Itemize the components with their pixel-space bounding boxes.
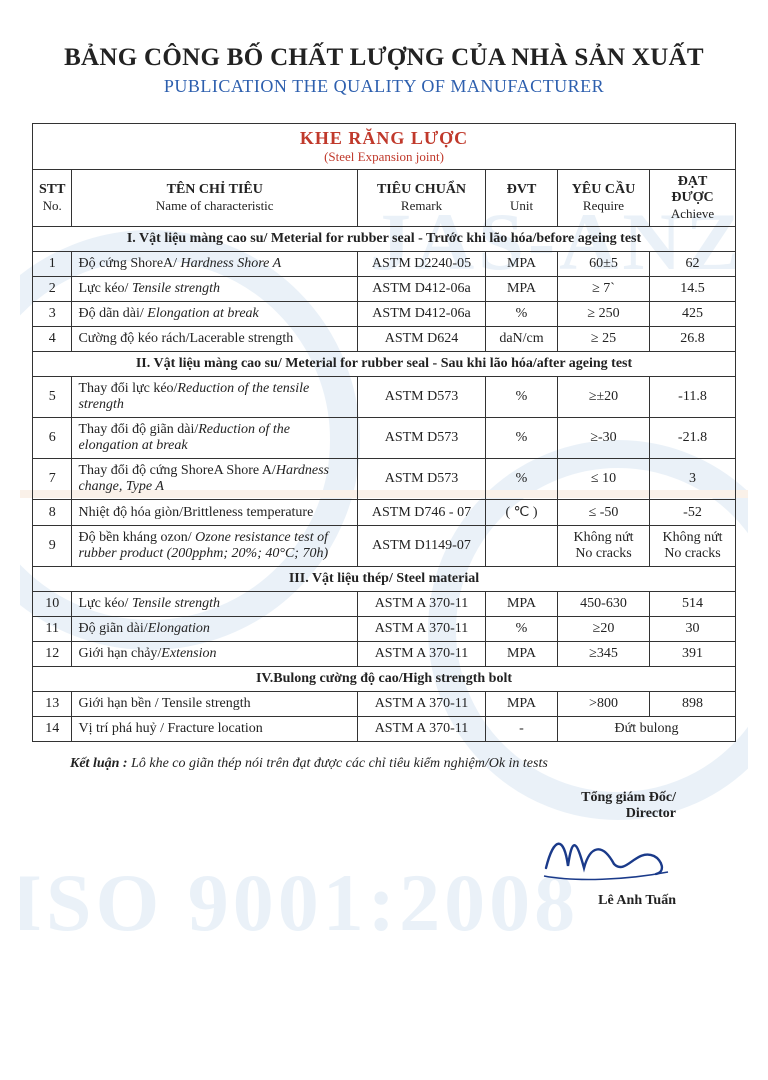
section-4: IV.Bulong cường độ cao/High strength bol…	[33, 667, 736, 692]
table-row: 12 Giới hạn chảy/Extension ASTM A 370-11…	[33, 642, 736, 667]
table-row: 4 Cường độ kéo rách/Lacerable strength A…	[33, 327, 736, 352]
col-no: STTNo.	[33, 170, 72, 227]
section-3: III. Vật liệu thép/ Steel material	[33, 567, 736, 592]
conclusion-text: Lô khe co giãn thép nói trên đạt được cá…	[128, 756, 548, 771]
col-achieve: ĐẠT ĐƯỢCAchieve	[650, 170, 736, 227]
product-name-vn: KHE RĂNG LƯỢC	[39, 128, 729, 149]
conclusion: Kết luận : Lô khe co giãn thép nói trên …	[70, 756, 716, 772]
signature-block: Tổng giám Đốc/ Director Lê Anh Tuấn	[32, 790, 736, 909]
main-title-vn: BẢNG CÔNG BỐ CHẤT LƯỢNG CỦA NHÀ SẢN XUẤT	[32, 44, 736, 72]
section-1: I. Vật liệu màng cao su/ Meterial for ru…	[33, 227, 736, 252]
table-row: 1 Độ cứng ShoreA/ Hardness Shore A ASTM …	[33, 252, 736, 277]
section-2: II. Vật liệu màng cao su/ Meterial for r…	[33, 352, 736, 377]
col-remark: TIÊU CHUẨNRemark	[358, 170, 486, 227]
signature-icon	[32, 828, 676, 891]
table-row: 2 Lực kéo/ Tensile strength ASTM D412-06…	[33, 277, 736, 302]
merged-cell: Đứt bulong	[558, 717, 736, 742]
product-name-en: (Steel Expansion joint)	[39, 149, 729, 165]
signature-title: Tổng giám Đốc/	[32, 790, 676, 806]
col-require: YÊU CẦURequire	[558, 170, 650, 227]
table-row: 9 Độ bền kháng ozon/ Ozone resistance te…	[33, 526, 736, 567]
table-row: 3 Độ dãn dài/ Elongation at break ASTM D…	[33, 302, 736, 327]
table-row: 11 Độ giãn dài/Elongation ASTM A 370-11%…	[33, 617, 736, 642]
signature-subtitle: Director	[32, 806, 676, 822]
table-row: 8 Nhiệt độ hóa giòn/Brittleness temperat…	[33, 500, 736, 526]
conclusion-label: Kết luận :	[70, 756, 128, 771]
col-unit: ĐVTUnit	[486, 170, 558, 227]
header-row: STTNo. TÊN CHỈ TIÊUName of characteristi…	[33, 170, 736, 227]
product-title-cell: KHE RĂNG LƯỢC (Steel Expansion joint)	[33, 124, 736, 170]
main-title-en: PUBLICATION THE QUALITY OF MANUFACTURER	[32, 76, 736, 97]
table-row: 14 Vị trí phá huỷ / Fracture location AS…	[33, 717, 736, 742]
table-row: 7 Thay đổi độ cứng ShoreA Shore A/Hardne…	[33, 459, 736, 500]
signature-name: Lê Anh Tuấn	[32, 893, 676, 909]
col-name: TÊN CHỈ TIÊUName of characteristic	[72, 170, 358, 227]
document-content: BẢNG CÔNG BỐ CHẤT LƯỢNG CỦA NHÀ SẢN XUẤT…	[32, 44, 736, 909]
table-row: 5 Thay đổi lực kéo/Reduction of the tens…	[33, 377, 736, 418]
table-row: 10 Lực kéo/ Tensile strength ASTM A 370-…	[33, 592, 736, 617]
table-row: 13 Giới hạn bền / Tensile strength ASTM …	[33, 692, 736, 717]
table-row: 6 Thay đổi độ giãn dài/Reduction of the …	[33, 418, 736, 459]
quality-table: KHE RĂNG LƯỢC (Steel Expansion joint) ST…	[32, 123, 736, 742]
